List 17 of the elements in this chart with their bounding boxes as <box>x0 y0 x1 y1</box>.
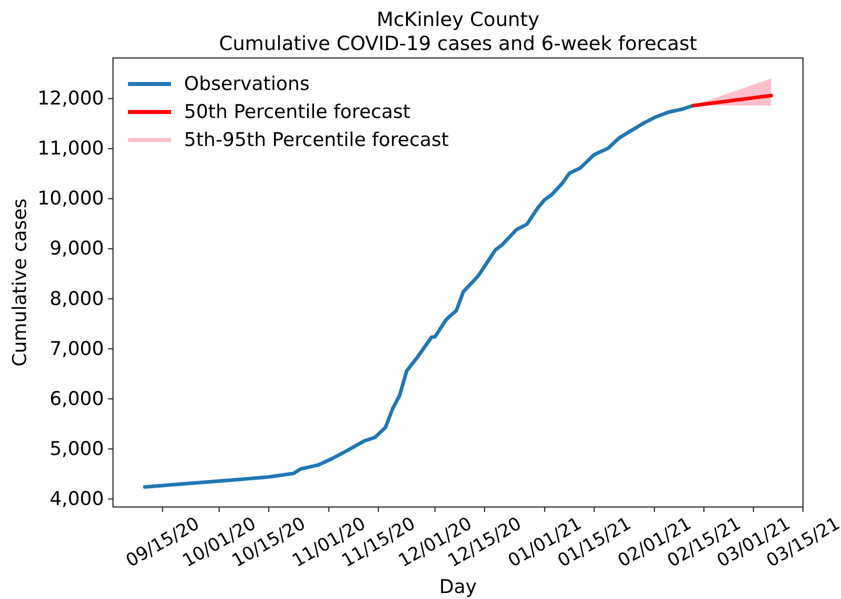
y-tick-label: 4,000 <box>50 488 104 510</box>
y-tick-label: 6,000 <box>50 388 104 410</box>
y-tick-label: 11,000 <box>38 138 104 160</box>
y-tick-label: 9,000 <box>50 238 104 260</box>
y-tick-label: 8,000 <box>50 288 104 310</box>
line-series <box>143 104 696 489</box>
legend-label: 5th-95th Percentile forecast <box>184 129 449 151</box>
chart-title: McKinley County <box>376 8 540 31</box>
chart-subtitle: Cumulative COVID-19 cases and 6-week forecast <box>218 32 698 55</box>
legend-label: 50th Percentile forecast <box>184 101 410 123</box>
y-axis-title: Cumulative cases <box>9 198 31 367</box>
y-tick-label: 10,000 <box>38 188 104 210</box>
legend-label: Observations <box>184 73 310 95</box>
y-tick-label: 5,000 <box>50 438 104 460</box>
y-tick-label: 12,000 <box>38 88 104 110</box>
x-axis-title: Day <box>439 576 477 598</box>
y-tick-label: 7,000 <box>50 338 104 360</box>
